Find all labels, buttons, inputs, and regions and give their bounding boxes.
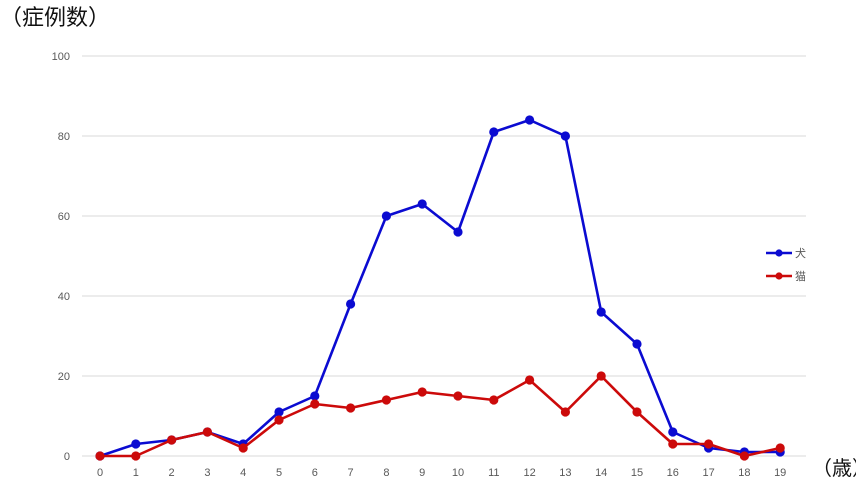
x-tick-label-6: 6: [312, 467, 318, 479]
x-tick-label-0: 0: [97, 467, 103, 479]
x-tick-label-8: 8: [383, 467, 389, 479]
data-point-s0-14: [596, 307, 606, 317]
x-tick-label-5: 5: [276, 467, 282, 479]
data-point-s1-2: [167, 435, 177, 445]
data-point-s1-17: [704, 439, 714, 449]
data-point-s1-18: [739, 451, 750, 461]
legend-marker-1: [775, 272, 783, 280]
data-point-s1-13: [560, 407, 571, 417]
data-point-s1-19: [775, 443, 785, 453]
x-tick-label-14: 14: [595, 467, 607, 479]
x-tick-label-16: 16: [667, 467, 679, 479]
series-0: [95, 115, 785, 461]
data-point-s0-5: [274, 407, 284, 417]
legend-marker-0: [775, 249, 783, 257]
data-point-s0-8: [381, 211, 391, 221]
data-point-s1-5: [274, 415, 284, 425]
series-line-0: [99, 118, 781, 458]
y-tick-label-0: 0: [64, 451, 70, 463]
data-point-s1-10: [453, 391, 463, 401]
x-tick-label-15: 15: [631, 467, 643, 479]
legend: 犬猫: [766, 246, 806, 283]
legend-label-1: 猫: [795, 270, 806, 283]
data-point-s1-14: [596, 371, 606, 381]
y-tick-label-100: 100: [52, 51, 70, 63]
series-layer: [95, 115, 785, 461]
x-tick-label-4: 4: [240, 467, 246, 479]
x-tick-label-2: 2: [169, 467, 175, 479]
legend-label-0: 犬: [795, 246, 806, 260]
data-point-s1-4: [238, 443, 248, 453]
data-point-s1-3: [202, 427, 212, 437]
x-tick-label-7: 7: [348, 467, 354, 479]
x-tick-label-17: 17: [702, 467, 714, 479]
x-tick-label-18: 18: [738, 467, 750, 479]
data-point-s1-15: [632, 407, 642, 417]
y-tick-label-80: 80: [58, 131, 70, 143]
x-tick-label-9: 9: [419, 467, 425, 479]
data-point-s1-9: [417, 387, 427, 397]
data-point-s0-1: [131, 439, 141, 449]
data-point-s0-10: [453, 227, 463, 237]
data-point-s0-12: [525, 115, 535, 125]
y-axis-title: （症例数）: [0, 6, 111, 31]
data-point-s1-6: [310, 399, 320, 409]
data-point-s0-13: [560, 131, 571, 141]
x-tick-label-3: 3: [204, 467, 210, 479]
y-tick-label-40: 40: [58, 291, 70, 303]
x-tick-label-13: 13: [559, 467, 571, 479]
x-tick-label-10: 10: [452, 467, 464, 479]
data-point-s1-8: [381, 395, 391, 405]
data-point-s0-7: [346, 299, 356, 309]
y-tick-label-60: 60: [58, 211, 70, 223]
data-point-s1-0: [95, 451, 105, 461]
x-tick-label-19: 19: [774, 467, 786, 479]
data-point-s1-1: [131, 451, 141, 461]
y-tick-labels: 0 20 40 60 80 100: [52, 51, 70, 463]
data-point-s0-11: [489, 127, 499, 137]
data-point-s0-16: [668, 427, 678, 437]
data-point-s1-12: [525, 375, 535, 385]
data-point-s1-11: [489, 395, 499, 405]
gridlines: [82, 55, 806, 457]
x-axis-title: （歳）: [812, 456, 856, 480]
x-tick-label-12: 12: [523, 467, 535, 479]
series-1: [95, 371, 785, 461]
x-tick-label-1: 1: [133, 467, 139, 479]
series-line-1: [100, 374, 781, 458]
x-tick-label-11: 11: [488, 467, 499, 479]
data-point-s0-15: [632, 339, 642, 349]
data-point-s1-16: [668, 439, 678, 449]
data-point-s0-9: [417, 199, 427, 209]
data-point-s0-6: [310, 391, 320, 401]
data-point-s1-7: [346, 403, 356, 413]
y-tick-label-20: 20: [58, 371, 70, 383]
x-tick-labels: 0 1 2 3 4 5 6 7 8 9 10 11 12 13 14 15 16 17 18 19: [97, 467, 786, 479]
